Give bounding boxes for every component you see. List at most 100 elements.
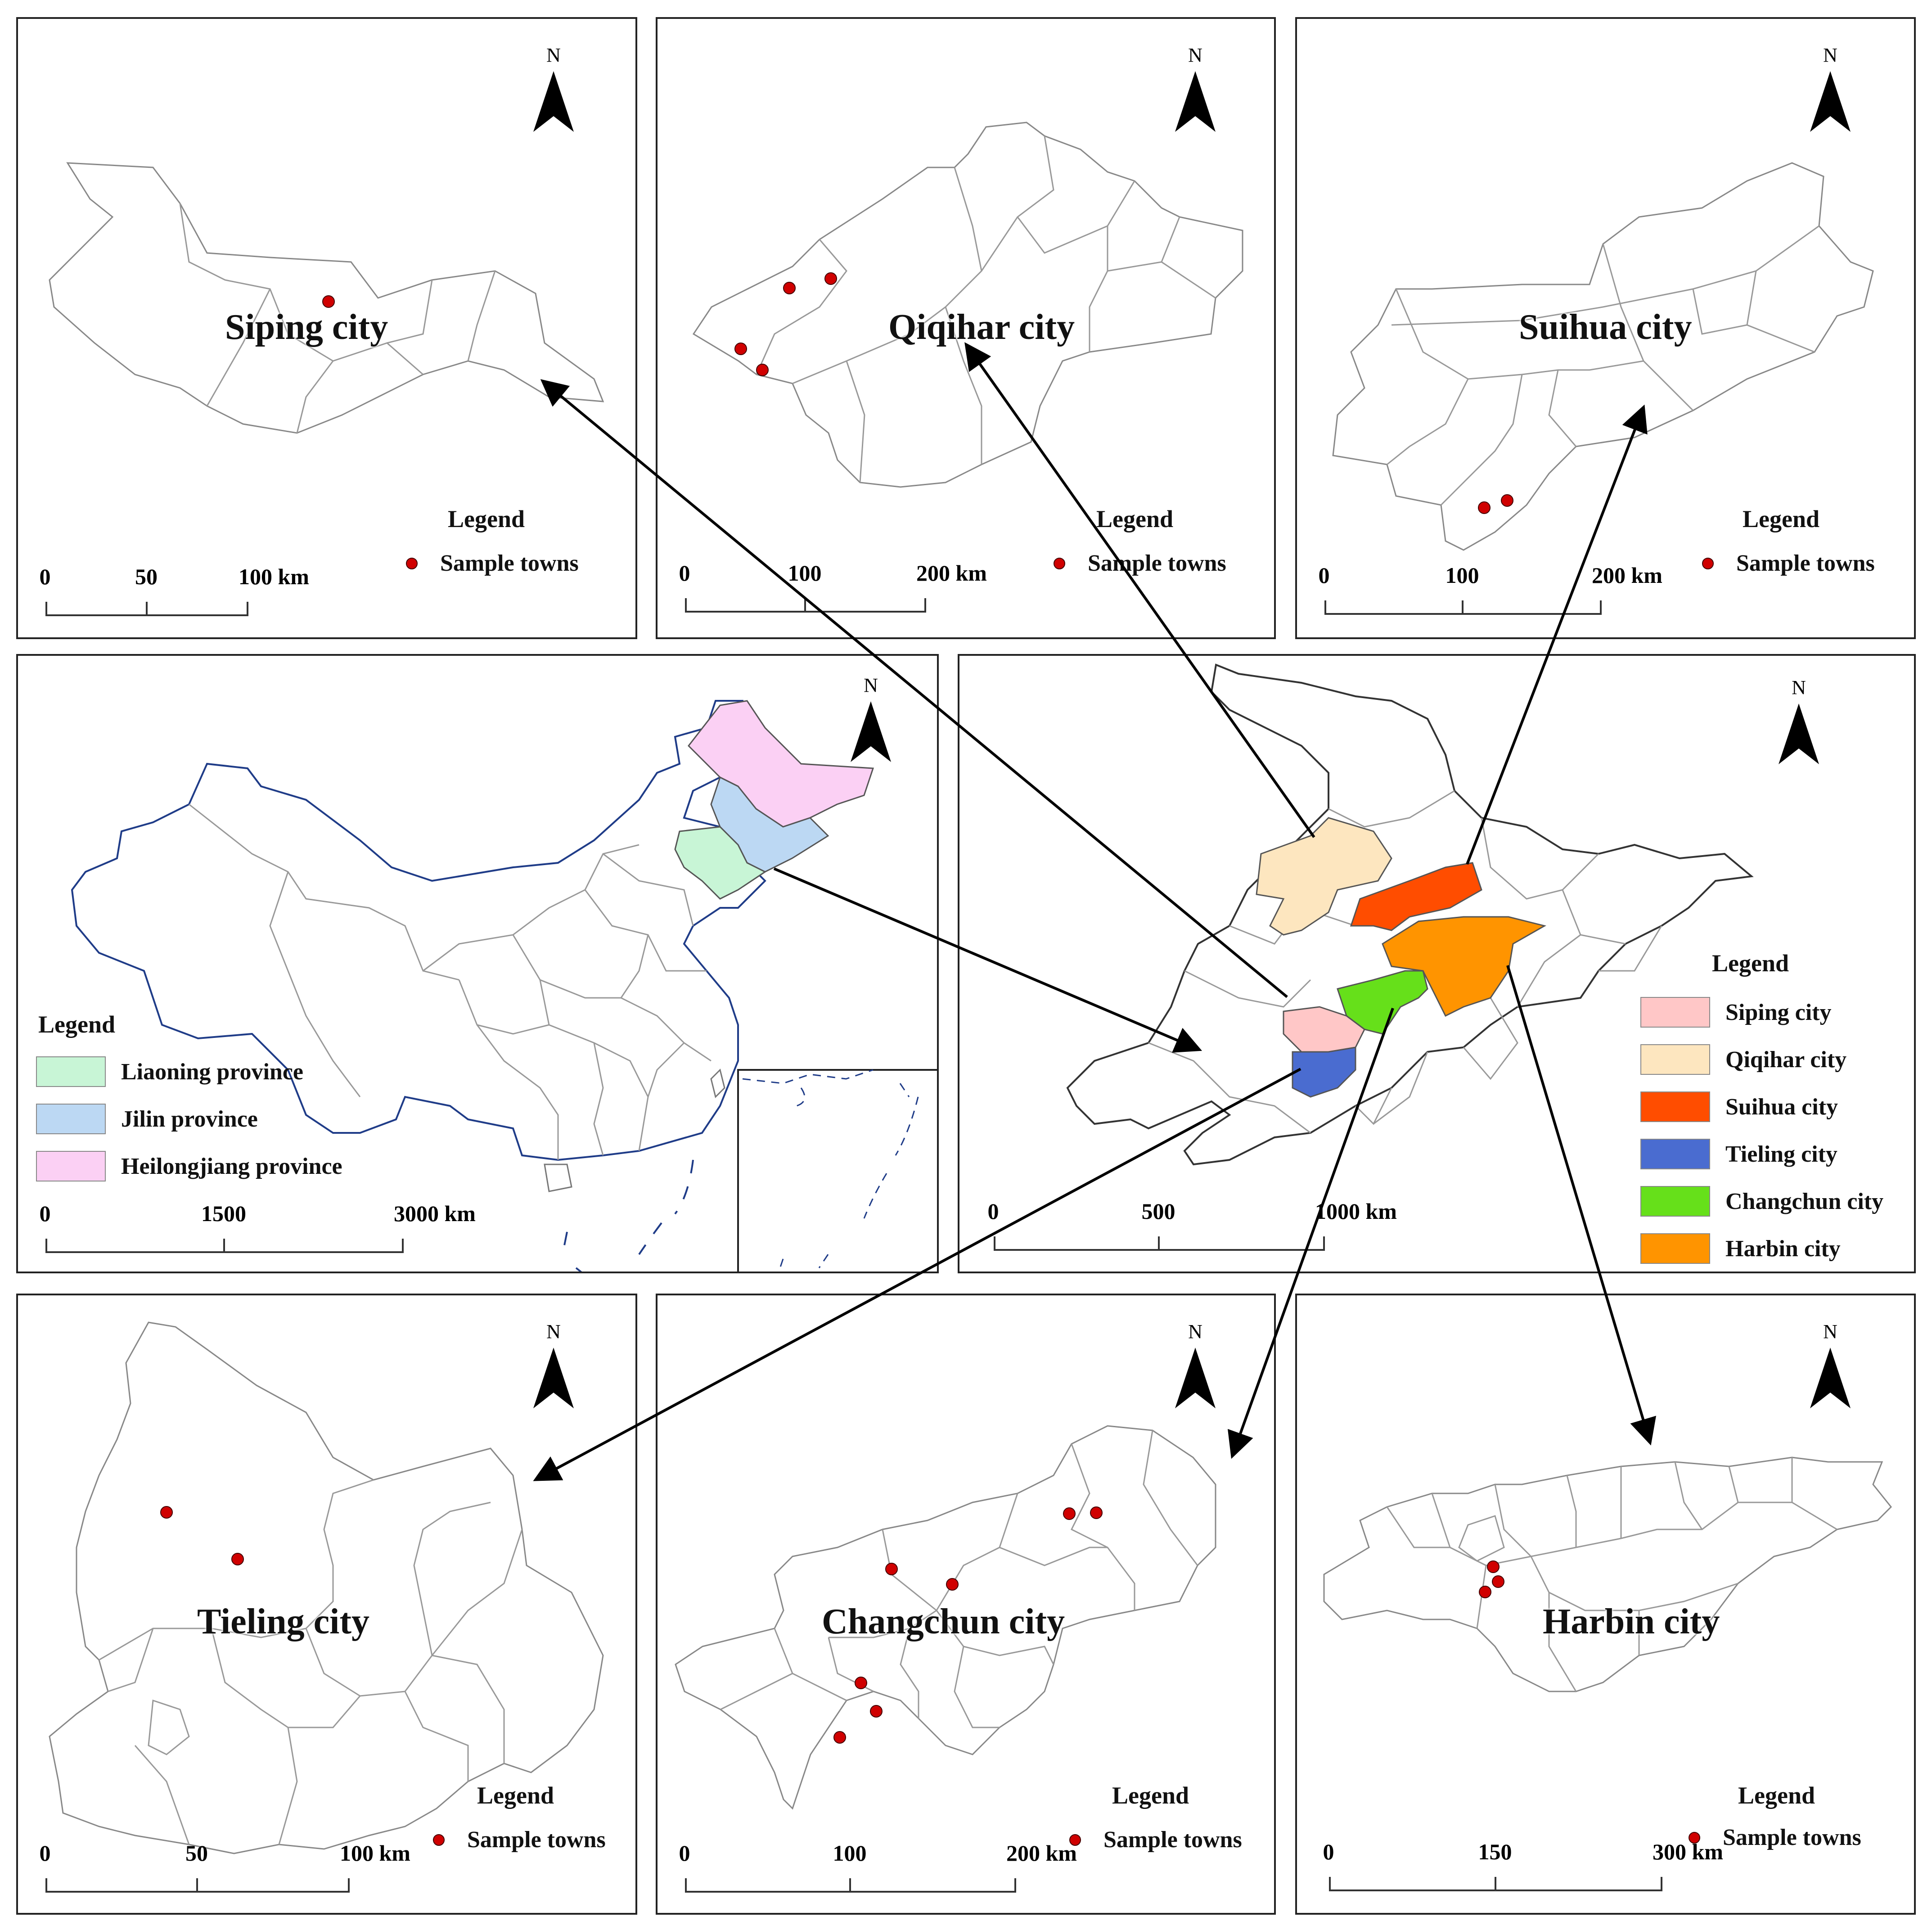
north-arrow: N	[1806, 44, 1855, 136]
legend-heilongjiang: Heilongjiang province	[36, 1151, 342, 1181]
north-label: N	[1823, 1321, 1837, 1343]
sample-town-dot	[734, 343, 747, 355]
sample-town-dot	[322, 295, 335, 308]
legend-title: Legend	[1112, 1782, 1189, 1809]
scale-label-0: 0	[1323, 1839, 1334, 1864]
heilongjiang-label: Heilongjiang province	[121, 1153, 342, 1179]
changchun-swatch	[1640, 1186, 1710, 1217]
south-china-sea-inset	[737, 1069, 937, 1272]
sample-town-dot-icon	[1069, 1834, 1081, 1846]
suihua-swatch	[1640, 1091, 1710, 1122]
legend-qiqihar: Qiqihar city	[1640, 1044, 1846, 1075]
changchun-boundary-map	[675, 1425, 1216, 1810]
qiqihar-label: Qiqihar city	[1725, 1046, 1847, 1073]
sample-towns-label: Sample towns	[1736, 550, 1875, 576]
scale-label-0: 0	[39, 564, 51, 589]
jilin-swatch	[36, 1104, 106, 1134]
scale-label-mid: 500	[1141, 1199, 1175, 1224]
harbin-label: Harbin city	[1725, 1236, 1841, 1262]
legend-sample-towns: Sample towns	[406, 550, 579, 577]
scale-bar: 0 50 100 km	[40, 1840, 450, 1912]
legend-suihua: Suihua city	[1640, 1091, 1838, 1122]
north-label: N	[546, 44, 561, 66]
siping-boundary-map	[49, 162, 604, 434]
sample-towns-label: Sample towns	[440, 550, 579, 576]
scale-label-end: 100 km	[340, 1840, 410, 1866]
scale-bar: 0 500 1000 km	[988, 1198, 1443, 1270]
sample-towns-label: Sample towns	[1103, 1827, 1242, 1853]
north-arrow-icon	[533, 71, 574, 132]
harbin-boundary-map	[1323, 1457, 1892, 1692]
changchun-label: Changchun city	[1725, 1188, 1884, 1214]
scale-label-0: 0	[39, 1840, 51, 1866]
changchun-map-panel: Changchun city N Legend Sample towns 0 1…	[656, 1294, 1276, 1915]
sample-town-dot-icon	[433, 1834, 445, 1846]
siping-swatch	[1640, 997, 1710, 1028]
scale-label-mid: 1500	[201, 1201, 246, 1226]
legend-title: Legend	[38, 1011, 116, 1038]
jilin-label: Jilin province	[121, 1106, 258, 1132]
sample-town-dot-icon	[1702, 557, 1714, 569]
north-arrow-icon	[1175, 71, 1216, 132]
scale-label-end: 200 km	[916, 560, 987, 586]
scale-label-end: 3000 km	[394, 1201, 476, 1226]
sample-town-dot	[833, 1731, 846, 1744]
legend-title: Legend	[1096, 505, 1174, 532]
legend-sample-towns: Sample towns	[1069, 1826, 1242, 1853]
china-map-panel: N Legend Liaoning province Jilin provinc…	[16, 654, 939, 1273]
qiqihar-swatch	[1640, 1044, 1710, 1075]
sample-town-dot	[1063, 1507, 1076, 1520]
legend-sample-towns: Sample towns	[433, 1826, 606, 1853]
changchun-title: Changchun city	[822, 1602, 1065, 1641]
north-label: N	[1188, 44, 1202, 66]
scale-label-0: 0	[679, 560, 690, 586]
north-arrow: N	[846, 674, 896, 767]
north-arrow: N	[529, 1320, 578, 1413]
north-arrow-icon	[1779, 703, 1819, 764]
sample-town-dot	[160, 1506, 173, 1519]
scale-bar: 0 100 200 km	[679, 1840, 1090, 1912]
legend-siping: Siping city	[1640, 997, 1832, 1028]
sample-town-dot	[1478, 501, 1491, 514]
scale-bar: 0 150 300 km	[1323, 1839, 1752, 1911]
scale-label-mid: 100	[788, 560, 822, 586]
sample-town-dot	[1501, 494, 1513, 507]
sample-town-dot	[1479, 1586, 1491, 1598]
legend-sample-towns: Sample towns	[1054, 550, 1226, 577]
legend-tieling: Tieling city	[1640, 1139, 1837, 1169]
sample-town-dot	[1487, 1560, 1500, 1573]
scale-label-mid: 100	[1445, 563, 1479, 588]
scale-label-end: 300 km	[1653, 1839, 1723, 1864]
sample-town-dot	[231, 1553, 244, 1565]
sample-town-dot	[870, 1705, 883, 1718]
legend-title: Legend	[1738, 1782, 1815, 1809]
tieling-label: Tieling city	[1725, 1141, 1837, 1167]
tieling-title: Tieling city	[197, 1602, 369, 1641]
sample-towns-label: Sample towns	[467, 1827, 606, 1853]
sample-town-dot	[946, 1578, 959, 1591]
harbin-region	[1382, 916, 1546, 1017]
suihua-map-panel: Suihua city N Legend Sample towns 0 100 …	[1295, 17, 1916, 639]
legend-changchun: Changchun city	[1640, 1186, 1883, 1217]
tieling-boundary-map	[49, 1321, 604, 1854]
north-arrow: N	[1171, 1320, 1220, 1413]
legend-title: Legend	[1743, 505, 1820, 532]
north-arrow-icon	[1810, 1348, 1851, 1408]
sample-town-dot-icon	[406, 557, 418, 569]
scale-bar: 0 50 100 km	[40, 564, 315, 636]
scale-label-mid: 150	[1478, 1839, 1512, 1864]
suihua-title: Suihua city	[1519, 307, 1692, 347]
scale-label-0: 0	[679, 1840, 690, 1866]
sample-town-dot	[756, 364, 769, 376]
sample-town-dot	[855, 1677, 867, 1689]
legend-liaoning: Liaoning province	[36, 1056, 303, 1087]
suihua-region	[1350, 862, 1482, 931]
north-label: N	[864, 674, 878, 696]
qiqihar-title: Qiqihar city	[888, 307, 1075, 347]
liaoning-label: Liaoning province	[121, 1059, 304, 1085]
qiqihar-map-panel: Qiqihar city N Legend Sample towns 0 100…	[656, 17, 1276, 639]
north-arrow: N	[1171, 44, 1220, 136]
north-arrow-icon	[1810, 71, 1851, 132]
legend-sample-towns: Sample towns	[1702, 550, 1875, 577]
scale-bar: 0 100 200 km	[679, 560, 1000, 632]
